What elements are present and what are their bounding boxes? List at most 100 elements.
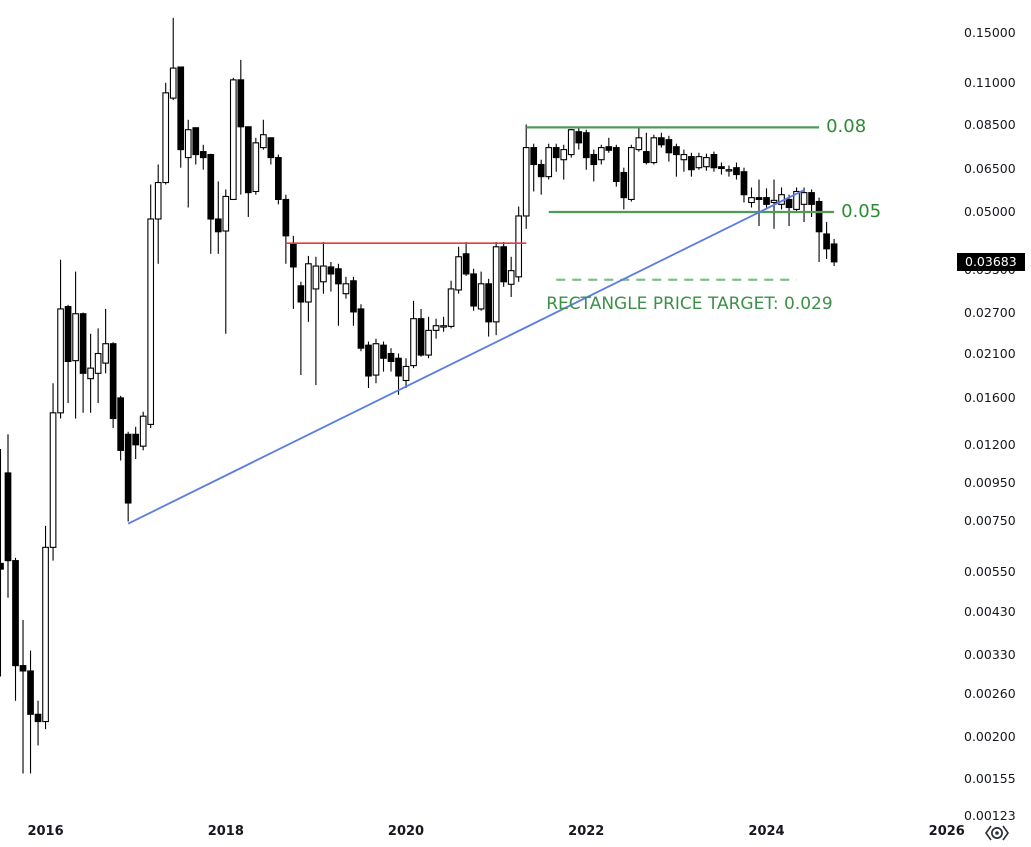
gear-in-brackets-icon [985,825,1009,841]
candle-body [4,472,12,562]
candle-body [815,201,823,233]
candle-body [688,156,695,171]
candle-body [117,397,124,451]
candle-body [545,147,553,178]
time-tick-label: 2024 [748,824,785,839]
candle-body [237,79,245,128]
candle-body [305,263,312,303]
candle-body [192,127,200,156]
candle-body [229,79,237,200]
candle-body [808,192,815,205]
price-scale-settings-icon[interactable] [982,820,1012,846]
candle-body [87,367,94,380]
candle-body [522,147,530,217]
candle-body [447,288,455,327]
candle-body [94,352,102,374]
candle-body [267,137,275,159]
candle-body [372,343,380,376]
candle-body [440,325,447,328]
candle-body [259,134,267,149]
candle-body [244,126,252,194]
candle-body [642,151,650,164]
candle-body [214,218,222,233]
price-tick-label: 0.02700 [964,304,1016,320]
candle-body [327,266,335,275]
candle-body [410,318,417,367]
time-scale[interactable]: 2016 2018 2020 2022 2024 2026 [0,815,1031,847]
price-scale[interactable]: 0.150000.110000.085000.065000.050000.035… [955,0,1031,824]
price-tick-label: 0.01600 [964,389,1016,405]
candle-body [432,325,440,331]
time-tick-label: 2022 [568,824,605,839]
resistance-line-label: 0.08 [826,116,867,138]
candle-body [455,256,462,291]
candle-body [515,215,523,278]
candle-body [290,243,297,268]
candle-body [627,147,635,200]
price-tick-label: 0.01200 [964,436,1016,452]
candle-body [357,308,365,349]
candle-body [162,92,170,184]
candle-body [177,66,185,151]
candle-body [635,137,643,151]
candle-body [12,560,19,667]
candle-body [147,218,155,425]
candle-body [417,318,425,356]
candle-body [785,198,793,209]
candle-body [695,156,703,169]
time-tick-label: 2020 [387,824,425,839]
candle-body [207,154,215,220]
candle-body [19,665,27,672]
candle-body [72,313,79,362]
candle-body [597,147,605,161]
candle-body [282,198,290,237]
candle-body [0,562,4,570]
candle-body [342,283,350,295]
candle-body [320,265,327,283]
support-line-label: 0.05 [841,201,882,222]
candle-body [718,166,725,169]
price-tick-label: 0.00330 [964,647,1016,663]
candle-body [740,171,748,196]
candle-body [199,151,207,159]
candle-body [42,546,49,723]
candle-body [500,246,508,283]
candle-body [57,308,64,414]
candle-body [552,147,560,159]
candle-body [395,357,402,377]
candle-body [605,146,613,151]
candle-body [124,433,132,504]
candle-body [132,433,140,446]
candle-body [673,146,680,156]
candle-body [590,154,598,166]
candle-body [49,412,57,548]
candle-body [485,283,492,323]
drawing-ascending-trendline[interactable] [127,189,805,525]
candle-body [530,147,538,166]
candle-body [425,329,432,356]
candle-body [793,190,800,210]
candle-body [34,713,42,723]
price-tick-label: 0.06500 [964,161,1016,177]
candle-body [184,129,192,159]
candle-body [537,163,545,178]
drawings [127,126,835,525]
price-tick-label: 0.08500 [964,117,1016,133]
candle-body [748,197,755,204]
candle-body [477,283,485,310]
candle-body [312,265,320,290]
candle-body [470,273,477,307]
candle-body [733,167,740,176]
candle-body [560,149,568,161]
candle-body [507,270,515,285]
price-tick-label: 0.00123 [964,808,1016,824]
price-tick-label: 0.00200 [964,729,1016,745]
candle-body [154,181,162,220]
candle-body [222,195,230,232]
candle-body [680,154,688,161]
candle-body [27,670,34,715]
candle-body [380,344,387,359]
candle-body [335,268,342,285]
